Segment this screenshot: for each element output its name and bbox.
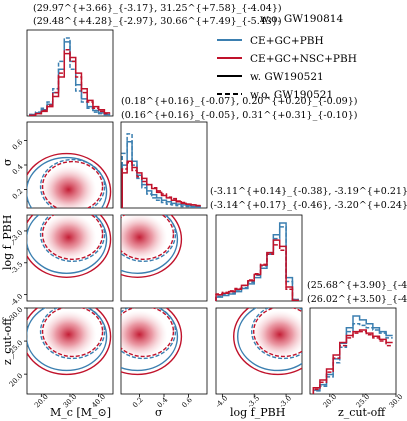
legend-label-w-gw190521: w. GW190521 <box>250 71 324 83</box>
ytick-label-z-0: 20.0 <box>8 372 25 389</box>
density-blob <box>40 215 97 262</box>
legend: w.o. GW190814 CE+GC+PBH CE+GC+NSC+PBH w.… <box>217 13 357 101</box>
contour <box>41 308 104 358</box>
xlabel-logf: log f_PBH <box>230 406 285 419</box>
annotation-z: (25.68^{+3.90}_{-4.30}, 24.21^{+5.37}_{-… <box>307 280 407 305</box>
panel-2d-logf-vs-sigma <box>121 215 183 278</box>
contour <box>233 308 302 376</box>
xtick-label-M_c-0: 20.0 <box>33 393 50 410</box>
density-blob <box>40 310 97 359</box>
contour <box>121 215 177 262</box>
contour <box>237 308 302 372</box>
panel-2d-z-vs-sigma <box>121 308 183 376</box>
ytick-label-logf-0: -4.0 <box>9 292 24 307</box>
contour <box>41 215 104 260</box>
annotation-logf-line1: (-3.11^{+0.14}_{-0.38}, -3.19^{+0.21}_{-… <box>210 186 407 197</box>
ylabel-logf: log f_PBH <box>1 215 14 270</box>
contour <box>121 215 183 278</box>
xtick-label-z-0: 20.0 <box>322 393 339 410</box>
density-blob <box>121 215 168 262</box>
density-blob <box>251 310 302 359</box>
hist-sigma-CE+GC+PBH_w <box>121 140 201 208</box>
annotation-logf: (-3.11^{+0.14}_{-0.38}, -3.19^{+0.21}_{-… <box>210 186 407 211</box>
panel-frame-2-1 <box>120 214 208 302</box>
ylabel-z: z_cut-off <box>1 317 14 365</box>
xtick-label-sigma-0: 0.2 <box>131 396 145 410</box>
legend-label-wo-gw190521: w.o. GW190521 <box>250 89 333 101</box>
panel-frame-3-3 <box>309 307 397 395</box>
contour <box>27 215 112 278</box>
contour <box>121 308 175 358</box>
ytick-label-sigma-0: 0.2 <box>11 187 25 201</box>
contour <box>27 156 108 208</box>
panel-2d-sigma-vs-M_c <box>27 152 112 208</box>
contour <box>121 308 179 372</box>
contour <box>39 158 106 208</box>
ytick-label-z-2: 30.0 <box>8 306 25 323</box>
ytick-label-sigma-2: 0.6 <box>11 138 25 152</box>
hist-logf-CE+GC+NSC+PBH_wo <box>215 244 299 301</box>
panel-2d-z-vs-logf <box>233 308 302 376</box>
panel-frame-1-1 <box>120 121 208 209</box>
xlabel-sigma: σ <box>155 406 163 419</box>
xtick-label-logf-0: -4.0 <box>214 394 229 409</box>
legend-title: w.o. GW190814 <box>260 13 343 25</box>
panel-frame-3-2 <box>215 307 303 395</box>
panel-2d-z-vs-M_c <box>27 308 112 376</box>
hist-M_c-CE+GC+NSC+PBH_w <box>29 52 111 116</box>
contour <box>121 308 183 376</box>
annotation-sigma-line1: (0.18^{+0.16}_{-0.07}, 0.20^{+0.20}_{-0.… <box>121 96 357 107</box>
legend-label-ce-gc-nsc-pbh: CE+GC+NSC+PBH <box>250 53 357 65</box>
xtick-label-sigma-2: 0.6 <box>180 395 194 409</box>
xtick-label-z-2: 30.0 <box>388 393 405 410</box>
hist-M_c-CE+GC+NSC+PBH_wo <box>29 48 111 116</box>
annotation-z-line2: (26.02^{+3.50}_{-4.25}, 25.67^{+3.88}_{-… <box>307 294 407 305</box>
panel-frame-2-2 <box>215 214 303 302</box>
annotation-sigma: (0.18^{+0.16}_{-0.07}, 0.20^{+0.20}_{-0.… <box>121 96 357 121</box>
annotation-mc-line1: (29.97^{+3.66}_{-3.17}, 31.25^{+7.58}_{-… <box>33 3 282 14</box>
panel-2d-logf-vs-M_c <box>27 215 112 278</box>
density-blob <box>121 310 168 359</box>
annotation-z-line1: (25.68^{+3.90}_{-4.30}, 24.21^{+5.37}_{-… <box>307 280 407 291</box>
contour <box>121 308 177 360</box>
contour <box>251 308 302 360</box>
annotation-logf-line2: (-3.14^{+0.17}_{-0.46}, -3.20^{+0.24}_{-… <box>210 200 407 211</box>
annotation-sigma-line2: (0.16^{+0.16}_{-0.05}, 0.31^{+0.31}_{-0.… <box>121 110 357 121</box>
ylabel-sigma: σ <box>1 158 14 166</box>
contour <box>27 152 112 208</box>
annotation-mc: (29.97^{+3.66}_{-3.17}, 31.25^{+7.58}_{-… <box>33 3 282 27</box>
annotation-mc-line2: (29.48^{+4.28}_{-2.97}, 30.66^{+7.49}_{-… <box>33 16 282 27</box>
contour <box>41 160 104 208</box>
contour <box>39 308 106 360</box>
hist-M_c-CE+GC+PBH_wo <box>29 37 111 116</box>
contour <box>39 215 106 262</box>
panel-frame-0-0 <box>26 29 114 117</box>
contour <box>121 215 175 260</box>
contour <box>27 215 108 274</box>
contour <box>27 308 112 376</box>
contour <box>253 308 302 358</box>
xlabel-mc: M_c [M_⊙] <box>50 406 111 419</box>
hist-sigma-CE+GC+PBH_wo <box>121 133 201 208</box>
hist-z-CE+GC+NSC+PBH_wo <box>312 330 393 394</box>
xlabel-z: z_cut-off <box>338 406 386 419</box>
density-blob <box>40 165 97 208</box>
contour <box>27 308 108 372</box>
contour <box>121 215 179 274</box>
legend-label-ce-gc-pbh: CE+GC+PBH <box>250 35 324 47</box>
xtick-label-logf-2: -3.0 <box>278 394 293 409</box>
